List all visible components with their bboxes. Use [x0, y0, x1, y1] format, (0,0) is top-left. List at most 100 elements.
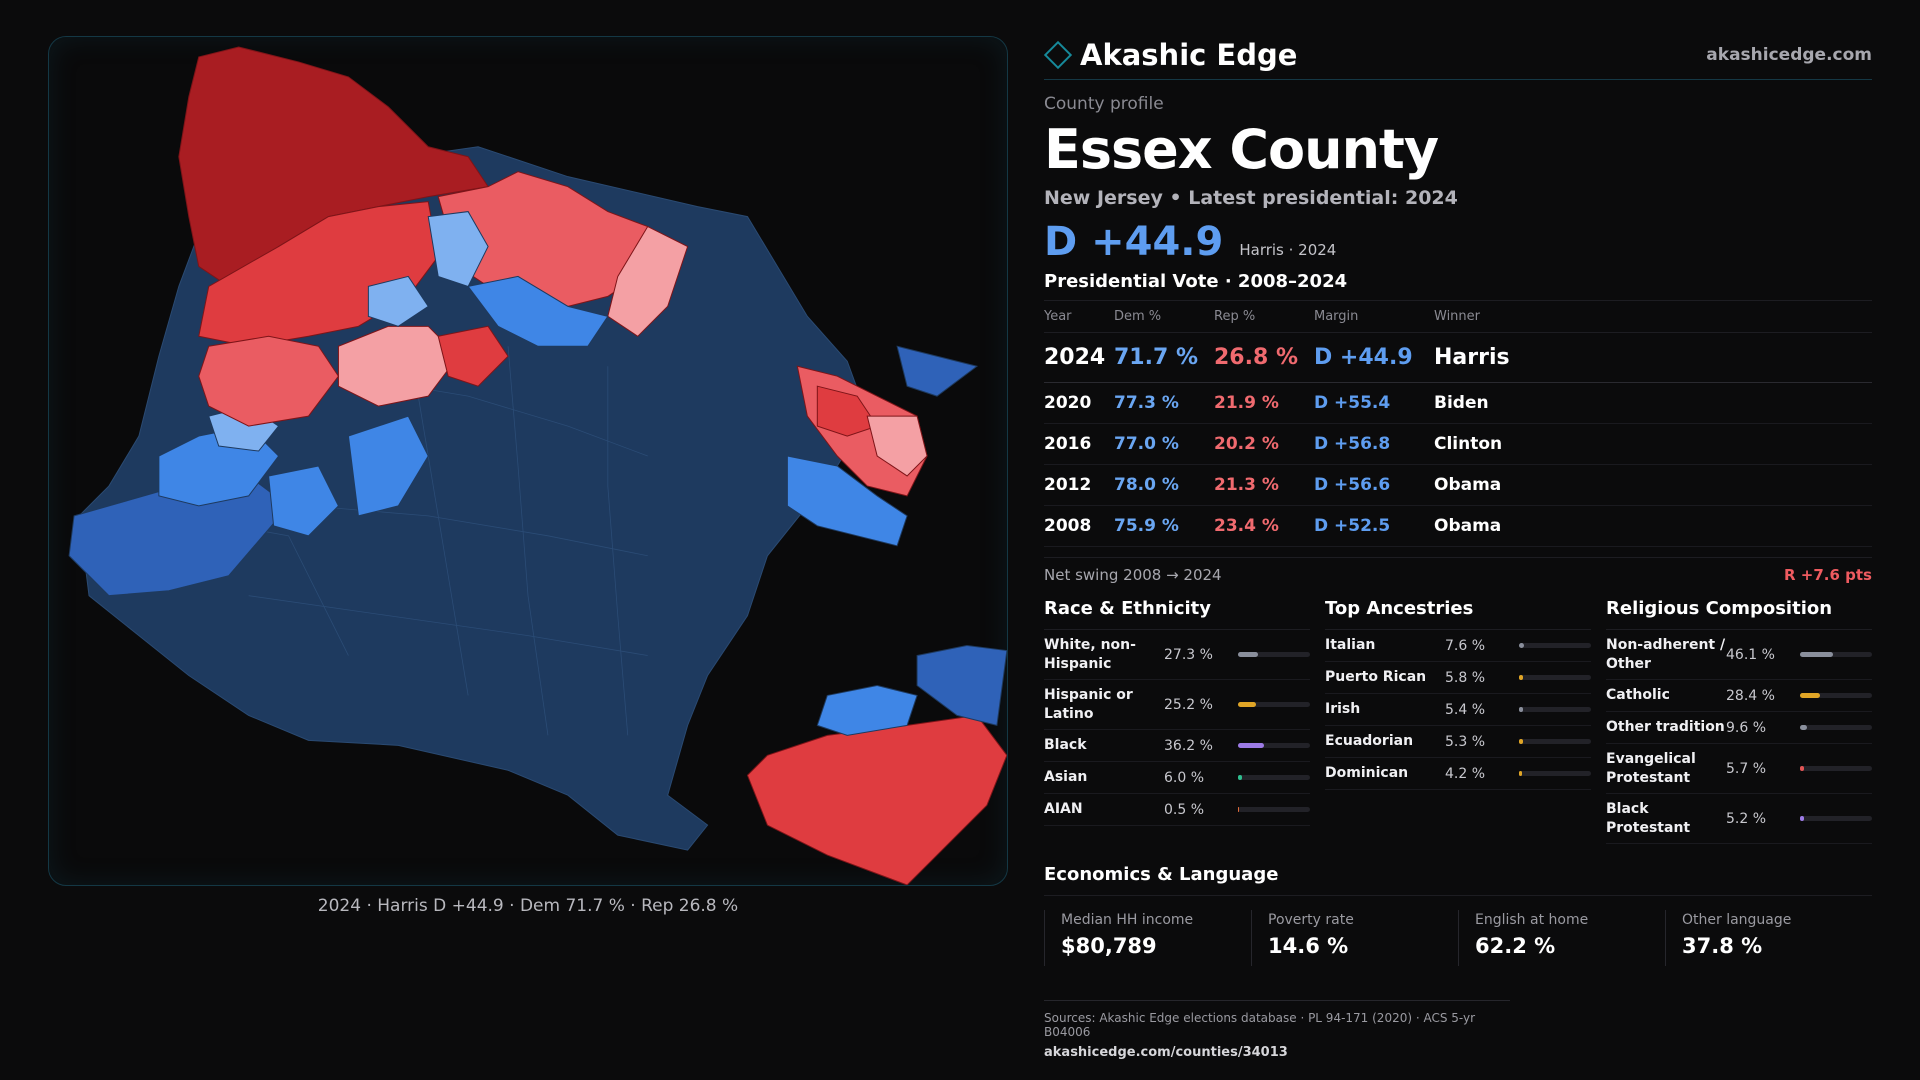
econ-label: Median HH income [1061, 912, 1194, 928]
map-region-likely-dem-se[interactable] [916, 645, 1007, 726]
race-bar-fill [1238, 743, 1265, 748]
map-region-tilt-dem-north[interactable] [427, 211, 489, 288]
map-region-lean-dem-se[interactable] [816, 684, 918, 736]
religion-bar-fill [1800, 652, 1834, 657]
list-item: Black 36.2 % [1044, 730, 1310, 762]
map-region-strong-rep-north[interactable] [178, 46, 489, 288]
cell-year: 2016 [1044, 423, 1114, 465]
ancestry-value: 4.2 % [1445, 765, 1486, 782]
race-bar-fill [1238, 807, 1240, 812]
cell-margin: D +56.8 [1314, 423, 1434, 465]
religion-bar-track [1800, 816, 1872, 821]
table-row[interactable]: 2012 78.0 % 21.3 % D +56.6 Obama [1044, 464, 1872, 506]
col-rep-header: Rep % [1214, 301, 1314, 333]
table-header-row: Year Dem % Rep % Margin Winner [1044, 301, 1872, 333]
profile-eyebrow: County profile [1044, 94, 1164, 114]
ancestry-bar-track [1519, 675, 1591, 680]
race-bar-fill [1238, 702, 1257, 707]
profile-subtitle: New Jersey • Latest presidential: 2024 [1044, 187, 1458, 209]
col-dem-header: Dem % [1114, 301, 1214, 333]
list-item: Italian 7.6 % [1325, 630, 1591, 662]
religion-bar-track [1800, 725, 1872, 730]
headline-result: D +44.9 Harris · 2024 [1044, 219, 1872, 265]
list-item: Dominican 4.2 % [1325, 758, 1591, 790]
religion-value: 5.7 % [1726, 760, 1767, 777]
list-item: Irish 5.4 % [1325, 694, 1591, 726]
ancestry-value: 5.4 % [1445, 701, 1486, 718]
map-region-likely-rep-se[interactable] [746, 714, 1007, 885]
map-region-tilt-rep-east[interactable] [866, 415, 928, 477]
religion-section: Religious Composition Non-adherent / Oth… [1606, 598, 1872, 844]
religion-bar-fill [1800, 816, 1804, 821]
religion-value: 9.6 % [1726, 719, 1767, 736]
brand-url-link[interactable]: akashicedge.com [1706, 44, 1872, 65]
econ-label: Poverty rate [1268, 912, 1354, 928]
econ-stat: English at home 62.2 % [1458, 910, 1665, 966]
county-precinct-map[interactable] [48, 36, 1008, 886]
map-region-likely-dem-west[interactable] [68, 475, 290, 597]
race-ethnicity-section: Race & Ethnicity White, non-Hispanic 27.… [1044, 598, 1310, 844]
ancestry-label: Puerto Rican [1325, 669, 1427, 686]
cell-winner: Obama [1434, 505, 1872, 547]
cell-year: 2020 [1044, 382, 1114, 424]
econ-stat: Poverty rate 14.6 % [1251, 910, 1458, 966]
cell-dem: 78.0 % [1114, 464, 1214, 506]
brand[interactable]: Akashic Edge [1043, 38, 1297, 72]
cell-rep: 20.2 % [1214, 423, 1314, 465]
page-title: Essex County [1044, 118, 1439, 181]
map-region-tilt-rep-north[interactable] [337, 325, 459, 407]
cell-dem: 71.7 % [1114, 332, 1214, 383]
religion-value: 46.1 % [1726, 646, 1775, 663]
sources-link[interactable]: akashicedge.com/counties/34013 [1044, 1045, 1288, 1060]
cell-margin: D +44.9 [1314, 332, 1434, 383]
table-row[interactable]: 2008 75.9 % 23.4 % D +52.5 Obama [1044, 505, 1872, 547]
map-caption: 2024 · Harris D +44.9 · Dem 71.7 % · Rep… [317, 896, 739, 916]
map-region-tilt-rep-north2[interactable] [607, 225, 689, 337]
race-value: 0.5 % [1164, 801, 1205, 818]
map-region-lean-rep-nw[interactable] [198, 335, 340, 427]
cell-year: 2012 [1044, 464, 1114, 506]
race-value: 6.0 % [1164, 769, 1205, 786]
religion-value: 28.4 % [1726, 687, 1775, 704]
cell-rep: 23.4 % [1214, 505, 1314, 547]
religion-label: Evangelical Protestant [1606, 751, 1696, 786]
map-region-likely-rep-east[interactable] [816, 385, 878, 437]
race-label: White, non-Hispanic [1044, 637, 1136, 672]
religion-bar-fill [1800, 725, 1807, 730]
ancestry-label: Italian [1325, 637, 1376, 654]
race-value: 25.2 % [1164, 696, 1213, 713]
map-region-lean-dem-north[interactable] [467, 275, 609, 347]
table-row[interactable]: 2024 71.7 % 26.8 % D +44.9 Harris [1044, 332, 1872, 383]
cell-winner: Clinton [1434, 423, 1872, 465]
map-region-lean-dem-east[interactable] [786, 455, 908, 547]
map-region-likely-dem-ne[interactable] [896, 345, 979, 397]
table-row[interactable]: 2016 77.0 % 20.2 % D +56.8 Clinton [1044, 423, 1872, 465]
cell-dem: 77.3 % [1114, 382, 1214, 424]
race-value: 36.2 % [1164, 737, 1213, 754]
precinct-map-svg[interactable] [49, 37, 1007, 885]
econ-value: $80,789 [1061, 934, 1157, 958]
ancestry-label: Irish [1325, 701, 1361, 718]
ancestry-value: 5.3 % [1445, 733, 1486, 750]
table-row[interactable]: 2020 77.3 % 21.9 % D +55.4 Biden [1044, 382, 1872, 424]
religion-value: 5.2 % [1726, 810, 1767, 827]
sources-footer: Sources: Akashic Edge elections database… [1044, 1000, 1510, 1060]
ancestry-bar-track [1519, 707, 1591, 712]
vote-table-title: Presidential Vote · 2008–2024 [1044, 271, 1872, 301]
econ-label: English at home [1475, 912, 1589, 928]
col-year-header: Year [1044, 301, 1114, 333]
religion-label: Catholic [1606, 687, 1670, 704]
map-region-likely-rep-mid[interactable] [437, 325, 509, 387]
map-region-tilt-dem-north2[interactable] [367, 275, 429, 327]
econ-stat: Other language 37.8 % [1665, 910, 1872, 966]
ancestry-bar-track [1519, 643, 1591, 648]
race-label: AIAN [1044, 801, 1083, 818]
map-region-lean-dem-mid[interactable] [268, 465, 340, 537]
list-item: Evangelical Protestant 5.7 % [1606, 744, 1872, 794]
cell-rep: 26.8 % [1214, 332, 1314, 383]
list-item: Ecuadorian 5.3 % [1325, 726, 1591, 758]
map-region-lean-dem-center[interactable] [347, 415, 429, 517]
ancestry-bar-fill [1519, 643, 1525, 648]
race-value: 27.3 % [1164, 646, 1213, 663]
economics-section-title: Economics & Language [1044, 864, 1872, 896]
